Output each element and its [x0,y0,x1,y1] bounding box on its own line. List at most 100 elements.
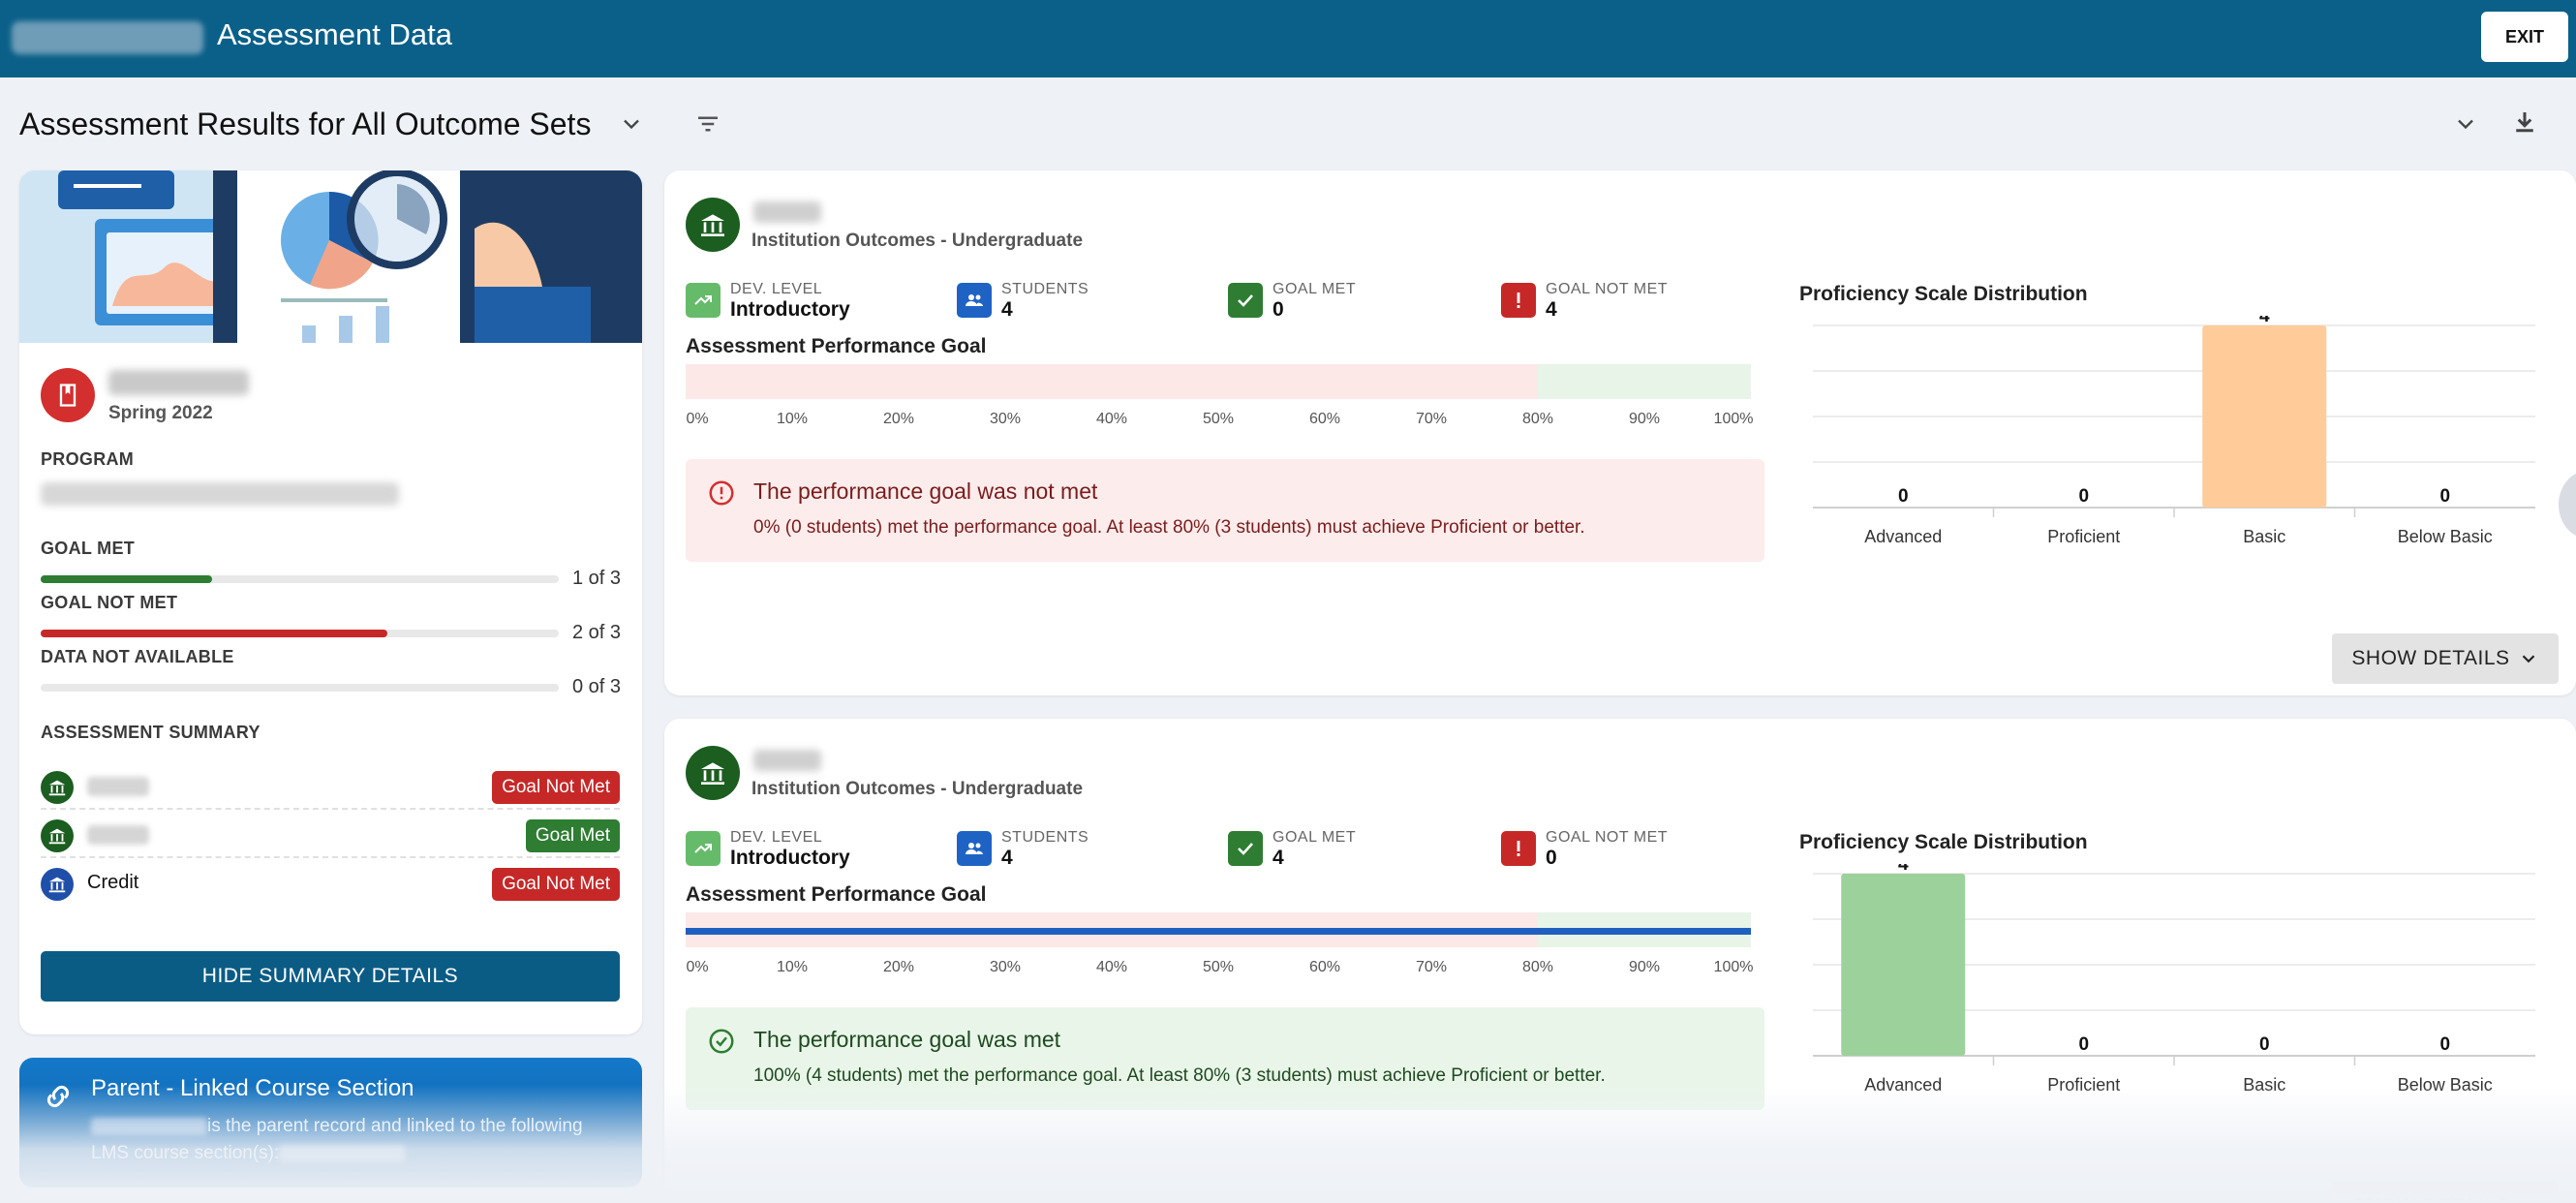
check-icon [1228,831,1263,866]
metric-label: GOAL MET [1273,829,1357,846]
message-icon [707,478,736,512]
status-badge: Goal Not Met [492,771,620,804]
institution-icon [41,819,74,852]
outcome-subtitle: Institution Outcomes - Undergraduate [751,231,1084,251]
linked-section-redacted [279,1144,406,1162]
goal-not-met-count: 2 of 3 [571,622,621,643]
performance-goal-message: The performance goal was met 100% (4 stud… [686,1007,1764,1110]
trending-up-icon [686,283,721,318]
show-details-button[interactable]: SHOW DETAILS [2332,1182,2559,1203]
institution-icon [41,868,74,901]
bar-basic[interactable] [2202,325,2327,508]
book-icon [59,384,77,407]
summary-name-redacted [87,777,149,796]
chevron-down-icon [2518,1196,2539,1203]
goal-zone [1538,364,1751,399]
scroll-handle[interactable] [2559,471,2576,539]
summary-row: Credit Goal Not Met [41,860,620,907]
message-body: 0% (0 students) met the performance goal… [753,517,1585,538]
message-icon [707,1027,736,1061]
tick-label: 100% [1713,411,1754,427]
check-icon [1228,283,1263,318]
parent-card-line-2: LMS course section(s): [91,1143,406,1164]
outcome-set-dropdown-button[interactable] [612,105,651,143]
data-label: 0 [2439,486,2450,507]
category-label: Basic [2243,1075,2285,1095]
tick-label: 50% [1202,411,1235,427]
category-label: Below Basic [2398,1075,2493,1095]
course-summary-card: Spring 2022 PROGRAM GOAL MET 1 of 3 GOAL… [19,170,642,1034]
tick-label: 60% [1308,959,1341,975]
summary-name: Credit [87,872,139,893]
data-not-available-progress [41,684,559,692]
chevron-down-icon [2522,655,2534,663]
category-label: Basic [2243,527,2285,546]
outcome-card: Institution Outcomes - Undergraduate DEV.… [664,170,2576,695]
tick-label: 0% [686,411,709,427]
bar-advanced[interactable] [1841,874,1966,1056]
tick-label: 70% [1415,411,1448,427]
tick-label: 30% [989,959,1022,975]
program-name-redacted [41,482,399,506]
performance-goal-title: Assessment Performance Goal [686,883,987,906]
goal-not-met-progress [41,630,559,637]
page-title: Assessment Results for All Outcome Sets [19,107,592,141]
tick-label: 10% [776,959,809,975]
parent-course-redacted [91,1117,207,1135]
collapse-all-button[interactable] [2446,105,2485,143]
institution-avatar [686,746,740,800]
metric-value: Introductory [730,847,850,869]
tick-label: 80% [1521,411,1554,427]
tick-label: 40% [1095,411,1128,427]
metric-value: 4 [1001,298,1013,321]
exit-button[interactable]: EXIT [2481,12,2568,62]
outcome-card: Institution Outcomes - Undergraduate DEV.… [664,719,2576,1203]
app-title: Assessment Data [217,17,452,51]
course-name-redacted [108,370,249,395]
link-icon [46,1085,70,1108]
metric-label: GOAL MET [1273,281,1357,297]
metric-label: GOAL NOT MET [1546,281,1669,297]
show-details-button[interactable]: SHOW DETAILS [2332,633,2559,684]
category-label: Proficient [2047,527,2120,546]
data-label: 0 [2078,486,2089,507]
program-label: PROGRAM [41,449,135,469]
data-label: 4 [2259,316,2270,326]
download-icon [2516,112,2533,133]
metric-label: GOAL NOT MET [1546,829,1669,846]
filter-icon [698,116,718,132]
metric-value: 4 [1001,847,1013,869]
download-button[interactable] [2505,103,2544,141]
course-term: Spring 2022 [108,403,213,423]
tick-label: 20% [882,411,915,427]
metric-value: 4 [1273,847,1284,869]
institution-icon [41,771,74,804]
exclamation-icon [1501,283,1536,318]
tick-label: 30% [989,411,1022,427]
data-label: 0 [1898,486,1909,507]
assessment-summary-label: ASSESSMENT SUMMARY [41,723,261,742]
metric-label: STUDENTS [1001,281,1089,297]
exclamation-icon [1501,831,1536,866]
performance-goal-bar [686,912,1751,947]
tick-label: 100% [1713,959,1754,975]
message-title: The performance goal was met [753,1027,1061,1052]
goal-met-count: 1 of 3 [571,568,621,589]
status-badge: Goal Not Met [492,868,620,901]
top-app-bar: Assessment Data EXIT [0,0,2576,77]
filter-button[interactable] [689,105,727,143]
data-label: 4 [1898,864,1909,875]
proficiency-chart: 0 Advanced 0 Proficient 4 Basic 0 Below Basic [1813,316,2535,546]
check-circle-icon [709,1029,734,1054]
tick-label: 80% [1521,959,1554,975]
goal-met-progress [41,575,559,583]
metric-value: Introductory [730,298,850,321]
people-icon [957,831,992,866]
outcome-name-redacted [753,201,821,223]
hide-summary-details-button[interactable]: HIDE SUMMARY DETAILS [41,951,620,1002]
goal-met-label: GOAL MET [41,539,136,558]
performance-goal-ticks: 0% 10% 20% 30% 40% 50% 60% 70% 80% 90% 100% [686,411,1754,430]
category-label: Advanced [1864,527,1942,546]
summary-row: Goal Not Met [41,763,620,810]
status-badge: Goal Met [525,819,620,852]
